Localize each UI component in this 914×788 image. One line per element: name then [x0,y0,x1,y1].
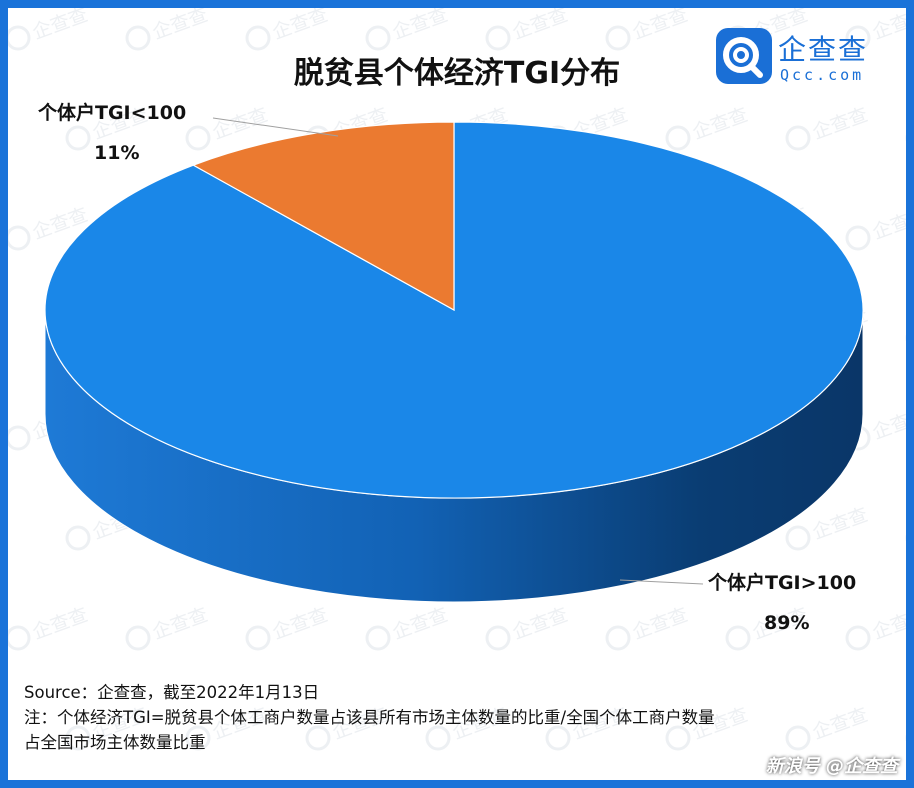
platform-credit: 新浪号 @企查查 [765,756,898,777]
logo-name: 企查查 [778,33,869,66]
definition-note-line2: 占全国市场主体数量比重 [24,733,206,752]
slice-value-tgi-over-100: 89% [764,612,810,634]
chart-frame: 企查查 企查查 企查查 企查查 企查查 企查查 企查查 企查查 企查查 企查查 企查查 企查查 企查查企… [8,8,906,780]
chart-footer: Source：企查查，截至2022年1月13日 注：个体经济TGI=脱贫县个体工… [24,680,900,755]
slice-value-tgi-under-100: 11% [94,142,140,164]
leader-line-tgi-under-100 [212,117,339,137]
logo-domain: Qcc.com [780,66,865,84]
source-note: Source：企查查，截至2022年1月13日 [24,683,320,702]
leader-line-tgi-over-100 [619,579,704,585]
qcc-logo-icon [716,28,772,84]
brand-logo: 企查查 Qcc.com [714,26,894,86]
slice-label-tgi-under-100: 个体户TGI<100 [38,102,187,124]
chart-title: 脱贫县个体经济TGI分布 [293,56,621,91]
slice-label-tgi-over-100: 个体户TGI>100 [708,572,857,594]
definition-note-line1: 注：个体经济TGI=脱贫县个体工商户数量占该县所有市场主体数量的比重/全国个体工… [24,708,715,727]
pie-chart [44,117,864,603]
